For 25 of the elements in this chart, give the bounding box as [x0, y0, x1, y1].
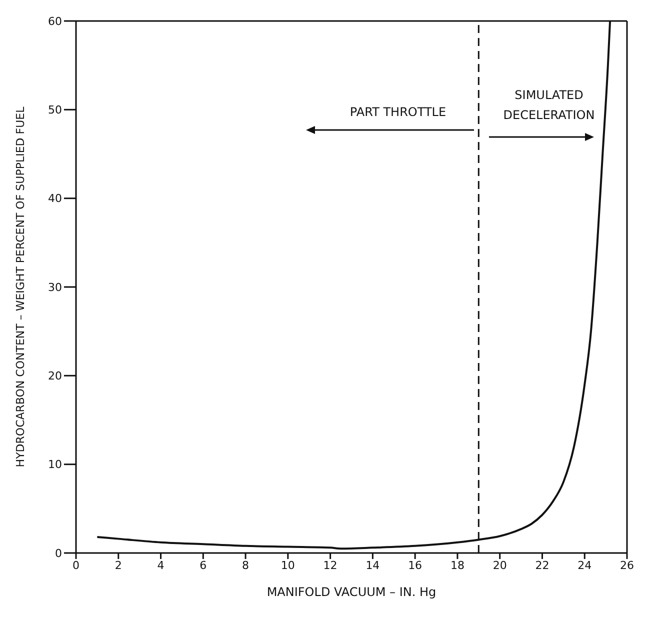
x-tick-label: 6 [200, 558, 207, 572]
x-tick-label: 8 [242, 558, 250, 572]
x-tick-label: 22 [535, 558, 550, 572]
x-tick-label: 24 [578, 558, 592, 572]
x-tick-label: 10 [280, 558, 295, 572]
y-tick-label: 20 [48, 370, 62, 383]
y-tick-label: 50 [48, 104, 62, 117]
x-tick-label: 14 [366, 558, 380, 572]
y-tick-label: 40 [48, 192, 62, 206]
y-tick-label: 0 [55, 546, 62, 560]
y-tick-label: 60 [48, 14, 62, 28]
y-axis-title: HYDROCARBON CONTENT – WEIGHT PERCENT OF SUPPLIED FUEL [14, 106, 27, 468]
annotation: PART THROTTLE [350, 105, 446, 119]
x-tick-label: 0 [72, 558, 80, 572]
x-tick-label: 4 [157, 558, 164, 572]
y-tick-label: 10 [48, 458, 62, 472]
x-tick-label: 26 [620, 558, 634, 572]
x-axis-title: MANIFOLD VACUUM – IN. Hg [266, 585, 436, 599]
x-tick-label: 12 [323, 558, 338, 572]
x-tick-label: 18 [450, 558, 464, 572]
x-tick-label: 16 [408, 558, 422, 572]
annotation: SIMULATED DECELERATION [503, 88, 595, 122]
x-tick-label: 20 [492, 558, 507, 572]
x-tick-label: 2 [114, 558, 122, 572]
y-tick-label: 30 [48, 280, 62, 294]
